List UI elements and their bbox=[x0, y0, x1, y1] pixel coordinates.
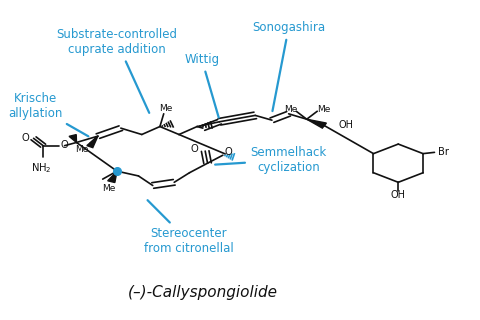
Text: OH: OH bbox=[391, 190, 406, 200]
Text: Me: Me bbox=[317, 105, 330, 114]
Text: O: O bbox=[225, 147, 232, 157]
Text: Me: Me bbox=[159, 104, 173, 113]
Text: NH$_2$: NH$_2$ bbox=[32, 161, 52, 175]
Text: Me: Me bbox=[75, 145, 89, 154]
Text: Substrate-controlled
cuprate addition: Substrate-controlled cuprate addition bbox=[57, 28, 178, 113]
Text: (–)-Callyspongiolide: (–)-Callyspongiolide bbox=[128, 285, 278, 300]
Polygon shape bbox=[108, 171, 117, 182]
Text: Br: Br bbox=[438, 147, 449, 157]
Polygon shape bbox=[69, 135, 76, 142]
Text: Stereocenter
from citronellal: Stereocenter from citronellal bbox=[144, 200, 233, 255]
Text: Wittig: Wittig bbox=[184, 53, 219, 117]
Text: Me: Me bbox=[284, 105, 297, 114]
Text: Semmelhack
cyclization: Semmelhack cyclization bbox=[215, 146, 327, 174]
Text: OH: OH bbox=[339, 120, 354, 130]
Text: Me: Me bbox=[102, 184, 116, 193]
Text: Sonogashira: Sonogashira bbox=[252, 21, 325, 111]
Polygon shape bbox=[87, 136, 98, 148]
Text: O: O bbox=[21, 133, 29, 143]
Polygon shape bbox=[307, 119, 326, 128]
Text: O: O bbox=[60, 140, 69, 150]
Text: Krische
allylation: Krische allylation bbox=[8, 92, 88, 136]
Text: O: O bbox=[191, 144, 199, 154]
